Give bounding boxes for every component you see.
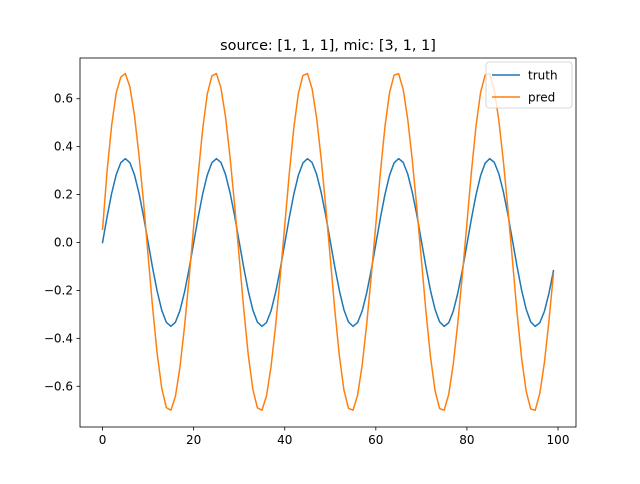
- y-tick-label: 0.4: [54, 140, 73, 154]
- series-line-pred: [101, 72, 555, 411]
- y-tick-label: 0.2: [54, 188, 73, 202]
- y-tick-label: 0.0: [54, 236, 73, 250]
- legend-label-truth: truth: [528, 69, 558, 83]
- plot-area: [80, 58, 576, 427]
- plot-frame: [79, 57, 577, 428]
- y-tick-label: −0.6: [44, 379, 73, 393]
- x-tick-label: 0: [99, 433, 107, 447]
- y-tick-label: 0.6: [54, 92, 73, 106]
- axes: 0 20 40 60 80 100 −0.6 −0.4 −0.2 0.0 0.2 0.4 0.6: [44, 92, 570, 447]
- x-tick-label: 20: [186, 433, 201, 447]
- x-tick-label: 80: [459, 433, 474, 447]
- chart-title: source: [1, 1, 1], mic: [3, 1, 1]: [220, 38, 436, 54]
- x-tick-label: 40: [277, 433, 292, 447]
- x-tick-label: 100: [547, 433, 570, 447]
- x-tick-label: 60: [368, 433, 383, 447]
- legend-label-pred: pred: [528, 91, 555, 105]
- legend: truth pred: [485, 61, 573, 109]
- series-layer: [101, 72, 555, 411]
- y-tick-label: −0.2: [44, 283, 73, 297]
- y-tick-label: −0.4: [44, 331, 73, 345]
